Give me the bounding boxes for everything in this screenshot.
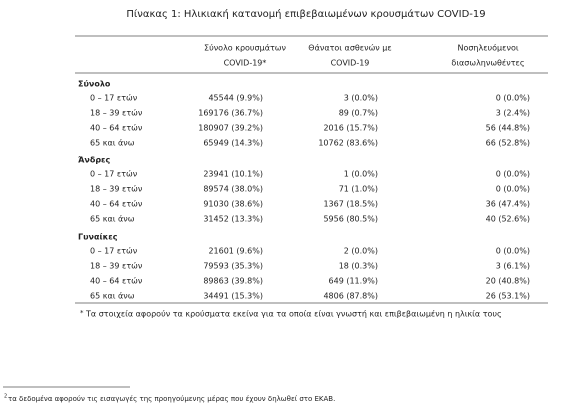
row-label: 65 και άνω xyxy=(90,215,135,224)
cell: 40 (52.6%) xyxy=(486,215,530,224)
column-header: COVID-19* xyxy=(224,59,267,68)
cell: 180907 (39.2%) xyxy=(198,124,263,133)
cell: 89 (0.7%) xyxy=(339,109,378,118)
cell: 649 (11.9%) xyxy=(329,277,378,286)
section-label: Γυναίκες xyxy=(78,232,118,242)
cell: 36 (47.4%) xyxy=(486,200,530,209)
row-label: 0 – 17 ετών xyxy=(90,169,138,179)
cell: 3 (2.4%) xyxy=(496,109,530,118)
cell: 18 (0.3%) xyxy=(339,262,378,271)
cell: 34491 (15.3%) xyxy=(203,292,263,301)
note-mark: * xyxy=(80,309,84,317)
section-label: Σύνολο xyxy=(78,80,111,89)
cell: 56 (44.8%) xyxy=(486,124,530,133)
column-header: Σύνολο κρουσμάτων xyxy=(204,43,286,53)
footnote-mark: 2 xyxy=(4,394,7,400)
footnote: τα δεδομένα αφορούν τις εισαγωγές της πρ… xyxy=(8,395,335,403)
cell: 66 (52.8%) xyxy=(486,139,530,148)
cell: 71 (1.0%) xyxy=(339,185,378,194)
column-header: διασωληνωθέντες xyxy=(451,58,524,68)
cell: 10762 (83.6%) xyxy=(318,139,378,148)
column-header: Θάνατοι ασθενών με xyxy=(308,43,391,53)
row-label: 40 – 64 ετών xyxy=(90,123,143,133)
row-label: 40 – 64 ετών xyxy=(90,276,143,286)
cell: 169176 (36.7%) xyxy=(198,109,263,118)
cell: 2 (0.0%) xyxy=(344,247,378,256)
cell: 23941 (10.1%) xyxy=(203,170,263,179)
cell: 45544 (9.9%) xyxy=(208,94,263,103)
row-label: 40 – 64 ετών xyxy=(90,199,143,209)
cell: 0 (0.0%) xyxy=(496,185,530,194)
cell: 0 (0.0%) xyxy=(496,170,530,179)
row-label: 65 και άνω xyxy=(90,292,135,301)
row-label: 18 – 39 ετών xyxy=(90,108,143,118)
column-header: Νοσηλευόμενοι xyxy=(457,43,518,53)
column-header: COVID-19 xyxy=(331,59,370,68)
row-label: 18 – 39 ετών xyxy=(90,184,143,194)
cell: 3 (0.0%) xyxy=(344,94,378,103)
cell: 20 (40.8%) xyxy=(486,277,530,286)
cell: 4806 (87.8%) xyxy=(323,292,378,301)
cell: 91030 (38.6%) xyxy=(203,200,263,209)
cell: 31452 (13.3%) xyxy=(203,215,263,224)
cell: 89863 (39.8%) xyxy=(203,277,263,286)
section-label: Άνδρες xyxy=(78,156,111,165)
cell: 0 (0.0%) xyxy=(496,247,530,256)
cell: 26 (53.1%) xyxy=(486,292,530,301)
title: Πίνακας 1: Ηλικιακή κατανομή επιβεβαιωμέ… xyxy=(126,8,485,20)
cell: 0 (0.0%) xyxy=(496,94,530,103)
row-label: 18 – 39 ετών xyxy=(90,261,143,271)
cell: 1367 (18.5%) xyxy=(323,200,378,209)
row-label: 0 – 17 ετών xyxy=(90,93,138,103)
cell: 21601 (9.6%) xyxy=(208,247,263,256)
cell: 89574 (38.0%) xyxy=(203,185,263,194)
cell: 65949 (14.3%) xyxy=(203,139,263,148)
cell: 5956 (80.5%) xyxy=(323,215,378,224)
cell: 3 (6.1%) xyxy=(496,262,530,271)
table-note: Τα στοιχεία αφορούν τα κρούσματα εκείνα … xyxy=(85,309,502,319)
row-label: 65 και άνω xyxy=(90,139,135,148)
cell: 79593 (35.3%) xyxy=(203,262,263,271)
cell: 2016 (15.7%) xyxy=(323,124,378,133)
row-label: 0 – 17 ετών xyxy=(90,246,138,256)
cell: 1 (0.0%) xyxy=(344,170,378,179)
